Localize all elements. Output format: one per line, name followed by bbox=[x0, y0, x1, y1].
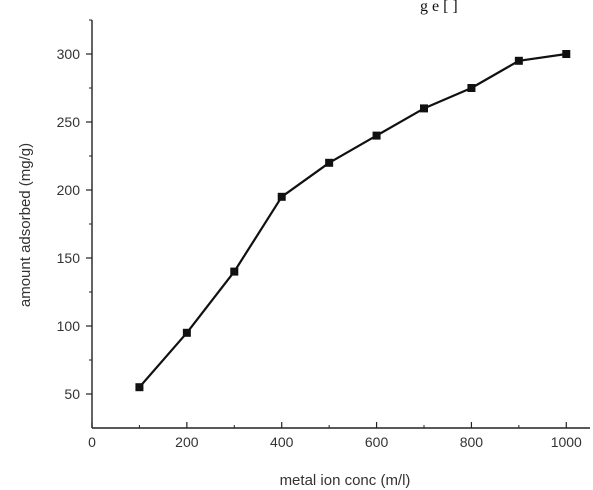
y-axis-title: amount adsorbed (mg/g) bbox=[17, 143, 34, 307]
y-tick-label: 300 bbox=[57, 46, 81, 62]
data-point-marker bbox=[514, 56, 523, 65]
x-tick-label: 800 bbox=[460, 434, 484, 450]
data-point-marker bbox=[135, 383, 144, 392]
x-tick-label: 200 bbox=[175, 434, 199, 450]
y-tick-label: 100 bbox=[57, 318, 81, 334]
x-axis-title: metal ion conc (m/l) bbox=[280, 472, 411, 489]
data-point-marker bbox=[277, 192, 286, 201]
y-tick-label: 50 bbox=[64, 386, 80, 402]
x-tick-label: 0 bbox=[88, 434, 96, 450]
x-tick-label: 600 bbox=[365, 434, 389, 450]
data-series bbox=[135, 50, 571, 392]
y-tick-label: 200 bbox=[57, 182, 81, 198]
data-point-marker bbox=[230, 267, 239, 276]
y-tick-label: 150 bbox=[57, 250, 81, 266]
top-cropped-text: g e [ ] bbox=[420, 0, 458, 15]
x-tick-label: 1000 bbox=[551, 434, 582, 450]
tick-labels: 0 200 400 600 800 1000 50 100 150 200 250 300 bbox=[57, 46, 582, 450]
axes bbox=[91, 20, 590, 429]
data-point-marker bbox=[372, 131, 381, 140]
data-point-marker bbox=[562, 50, 571, 58]
x-tick-label: 400 bbox=[270, 434, 294, 450]
data-point-marker bbox=[467, 84, 476, 92]
series-line bbox=[138, 52, 568, 389]
tick-marks bbox=[86, 19, 567, 428]
data-point-marker bbox=[325, 158, 334, 167]
data-point-marker bbox=[420, 104, 428, 113]
y-tick-label: 250 bbox=[57, 114, 81, 130]
data-point-marker bbox=[182, 328, 191, 337]
